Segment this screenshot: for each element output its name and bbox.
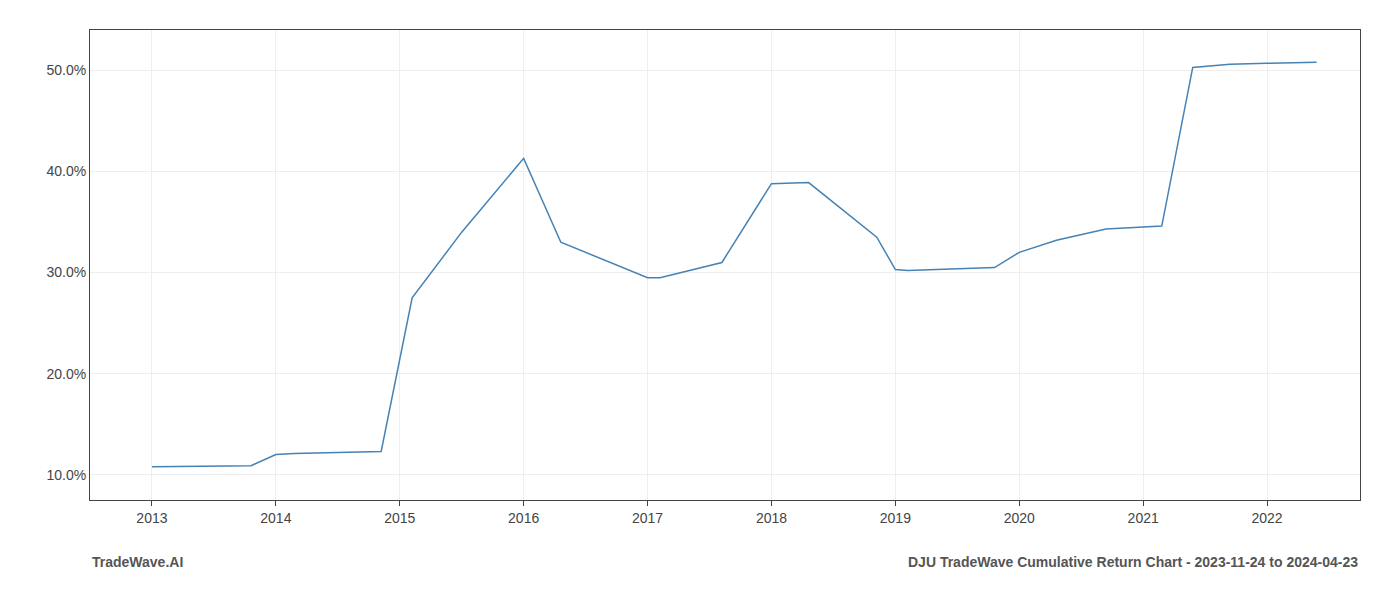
svg-text:30.0%: 30.0% xyxy=(46,264,86,280)
svg-text:TradeWave.AI: TradeWave.AI xyxy=(92,554,183,570)
svg-text:DJU TradeWave Cumulative Retur: DJU TradeWave Cumulative Return Chart - … xyxy=(908,554,1358,570)
svg-text:2018: 2018 xyxy=(756,510,787,526)
svg-text:2022: 2022 xyxy=(1251,510,1282,526)
svg-text:40.0%: 40.0% xyxy=(46,163,86,179)
svg-text:2019: 2019 xyxy=(880,510,911,526)
svg-text:2016: 2016 xyxy=(508,510,539,526)
svg-text:10.0%: 10.0% xyxy=(46,467,86,483)
svg-text:2015: 2015 xyxy=(384,510,415,526)
svg-text:50.0%: 50.0% xyxy=(46,62,86,78)
svg-text:2021: 2021 xyxy=(1128,510,1159,526)
svg-text:20.0%: 20.0% xyxy=(46,366,86,382)
svg-text:2017: 2017 xyxy=(632,510,663,526)
svg-text:2020: 2020 xyxy=(1004,510,1035,526)
svg-text:2013: 2013 xyxy=(136,510,167,526)
svg-text:2014: 2014 xyxy=(260,510,291,526)
